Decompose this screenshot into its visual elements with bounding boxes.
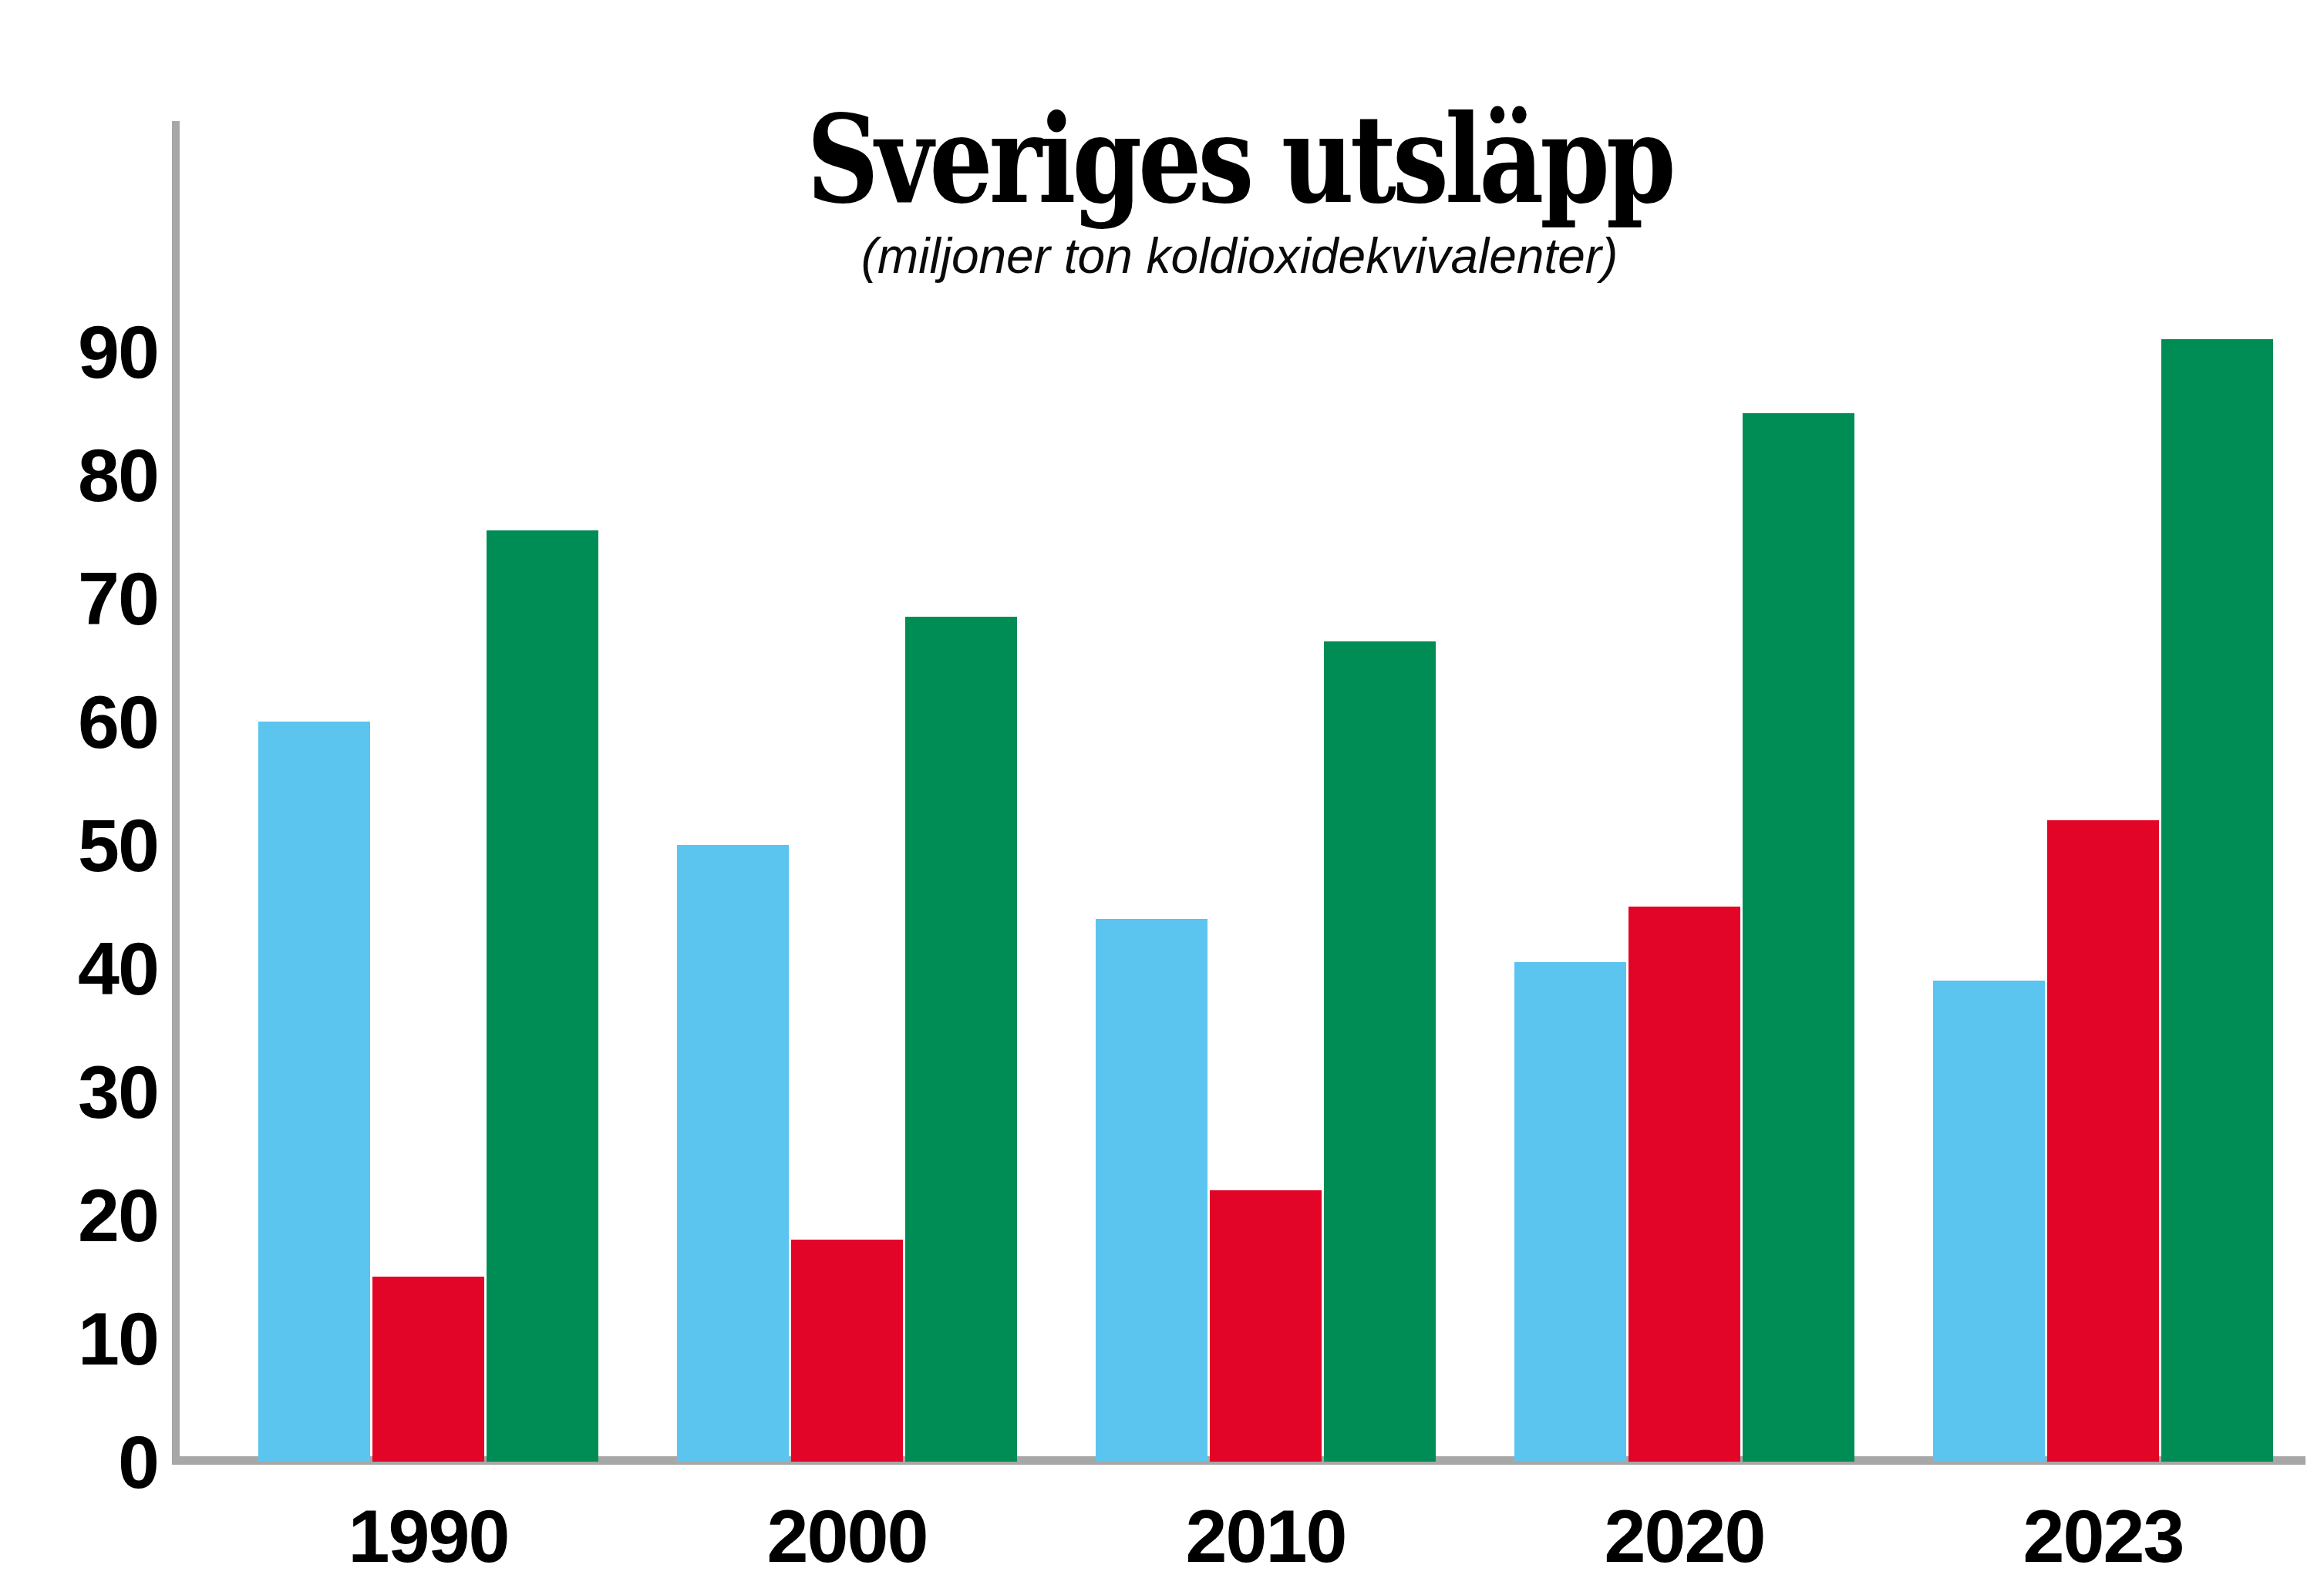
bar-green-series-1990 bbox=[487, 530, 598, 1462]
bar-green-series-2023 bbox=[2161, 339, 2273, 1462]
x-axis-category-label-2023: 2023 bbox=[1933, 1499, 2273, 1573]
x-axis-category-label-2010: 2010 bbox=[1096, 1499, 1436, 1573]
chart-canvas: Sveriges utsläpp (miljoner ton koldioxid… bbox=[0, 0, 2324, 1585]
y-axis-tick-label-0: 0 bbox=[118, 1425, 158, 1499]
y-axis-tick-label-90: 90 bbox=[78, 315, 158, 389]
y-axis-line bbox=[172, 121, 180, 1465]
y-axis-tick-label-60: 60 bbox=[78, 685, 158, 759]
bar-blue-series-2020 bbox=[1514, 962, 1626, 1462]
bar-red-series-2023 bbox=[2047, 820, 2159, 1462]
bar-red-series-2010 bbox=[1210, 1190, 1322, 1462]
bar-blue-series-2023 bbox=[1933, 981, 2045, 1462]
y-axis-tick-label-20: 20 bbox=[78, 1178, 158, 1253]
x-axis-category-label-2020: 2020 bbox=[1514, 1499, 1854, 1573]
bar-green-series-2000 bbox=[905, 617, 1017, 1462]
bar-red-series-2020 bbox=[1628, 907, 1740, 1462]
y-axis-tick-label-80: 80 bbox=[78, 438, 158, 513]
bar-blue-series-2000 bbox=[677, 845, 789, 1462]
y-axis-tick-label-70: 70 bbox=[78, 561, 158, 636]
y-axis-tick-label-30: 30 bbox=[78, 1055, 158, 1129]
y-axis-tick-label-40: 40 bbox=[78, 931, 158, 1006]
chart-title: Sveriges utsläpp bbox=[369, 99, 2110, 220]
bar-blue-series-2010 bbox=[1096, 919, 1207, 1462]
bar-green-series-2020 bbox=[1743, 413, 1854, 1462]
y-axis-tick-label-10: 10 bbox=[78, 1301, 158, 1376]
x-axis-category-label-1990: 1990 bbox=[258, 1499, 598, 1573]
chart-subtitle: (miljoner ton koldioxidekvivalenter) bbox=[177, 231, 2302, 281]
bar-green-series-2010 bbox=[1324, 641, 1436, 1462]
bar-red-series-1990 bbox=[372, 1277, 484, 1462]
x-axis-category-label-2000: 2000 bbox=[677, 1499, 1017, 1573]
bar-red-series-2000 bbox=[791, 1240, 903, 1462]
bar-blue-series-1990 bbox=[258, 722, 370, 1462]
y-axis-tick-label-50: 50 bbox=[78, 808, 158, 883]
